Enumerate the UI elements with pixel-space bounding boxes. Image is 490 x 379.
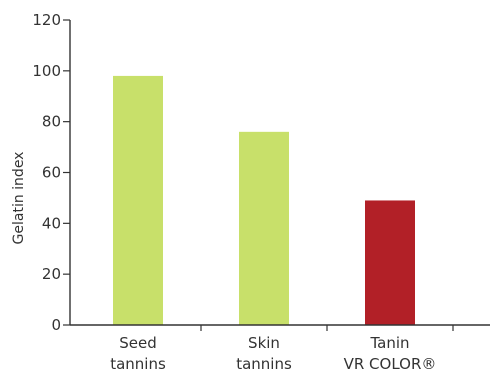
y-tick-label: 40	[42, 214, 61, 232]
y-axis-ticks: 0 20 40 60 80 100 120	[32, 11, 70, 334]
x-category-label: Seed	[119, 334, 157, 352]
bar	[113, 75, 163, 326]
x-axis-ticks: Seed tannins Skin tannins Tanin VR COLOR®	[110, 325, 454, 373]
y-tick-label: 100	[32, 62, 61, 80]
x-category-label: Skin	[248, 334, 280, 352]
y-tick-label: 60	[42, 164, 61, 182]
y-tick-label: 20	[42, 265, 61, 283]
y-axis-title: Gelatin index	[11, 152, 27, 245]
y-tick-label: 120	[32, 11, 61, 29]
bars	[113, 75, 415, 326]
y-tick-label: 0	[51, 316, 61, 334]
bar	[365, 200, 415, 325]
x-category-label: tannins	[110, 355, 166, 373]
bar	[239, 131, 289, 325]
y-tick-label: 80	[42, 113, 61, 131]
x-category-label: VR COLOR®	[344, 355, 437, 373]
x-category-label: Tanin	[369, 334, 409, 352]
x-category-label: tannins	[236, 355, 292, 373]
